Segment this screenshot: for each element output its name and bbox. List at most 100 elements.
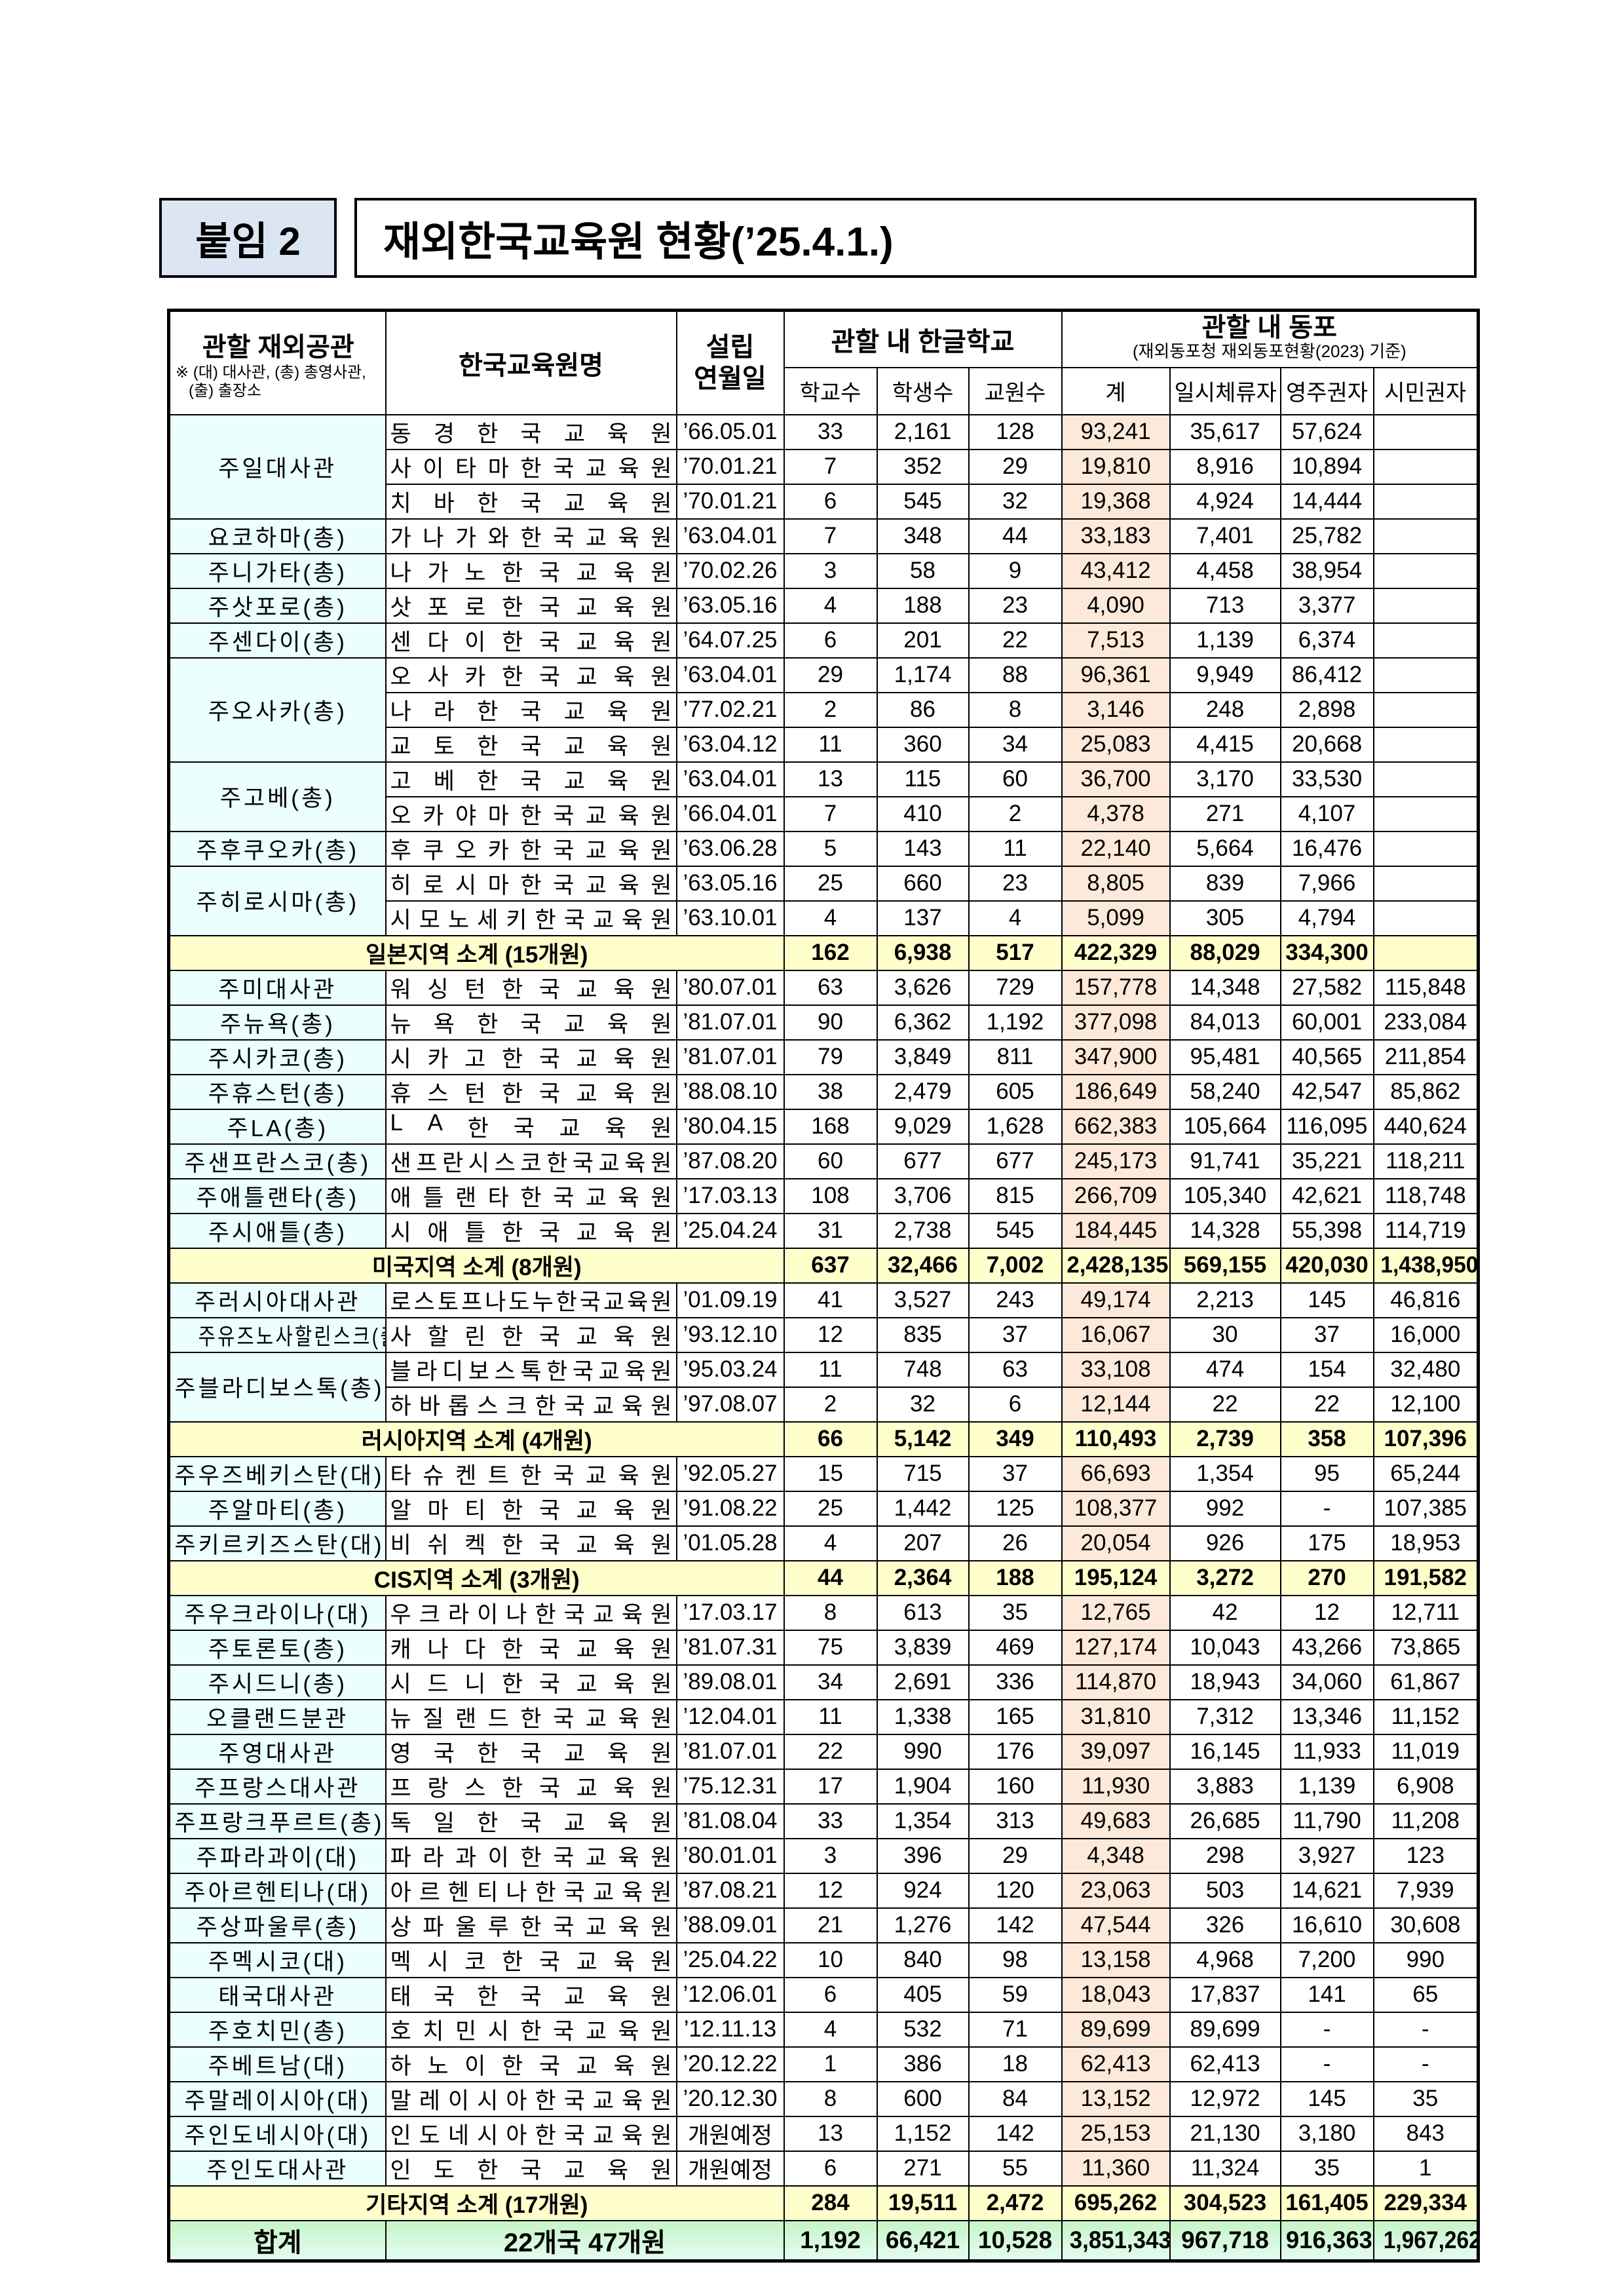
subtotal-total: 195,124	[1061, 1559, 1171, 1596]
teachers-text: 71	[1002, 2016, 1028, 2042]
teachers-text: 815	[996, 1183, 1034, 1208]
schools: 3	[783, 552, 878, 589]
students: 1,354	[876, 1803, 970, 1839]
students-text: 86	[910, 697, 935, 722]
teachers-text: 243	[996, 1287, 1034, 1312]
table-row: 오클랜드분관 뉴 질 랜 드 한 국 교 육 원 ’12.04.01 11 1,338 165 31,810…	[168, 1698, 1479, 1735]
teachers: 545	[968, 1212, 1063, 1249]
students: 715	[876, 1455, 970, 1492]
subtotal-label-text: 일본지역 소계 (15개원)	[366, 942, 588, 968]
schools-text: 6	[823, 627, 837, 653]
post-name: 주히로시마(총)	[168, 865, 387, 936]
subtotal-citizens	[1372, 934, 1479, 971]
temporary-residents-text: 8,916	[1196, 453, 1254, 479]
students: 143	[876, 830, 970, 867]
schools: 11	[783, 1698, 878, 1735]
citizens	[1372, 900, 1479, 936]
subtotal-temporary-residents: 304,523	[1169, 2185, 1281, 2221]
total-text: 25,083	[1080, 731, 1151, 757]
students: 207	[876, 1525, 970, 1561]
students-text: 410	[903, 801, 942, 826]
schools: 63	[783, 969, 878, 1006]
founded-date-text: ’63.06.28	[683, 835, 778, 861]
total-text: 11,930	[1081, 1773, 1150, 1799]
students-text: 2,161	[894, 419, 952, 444]
temporary-residents-text: 305	[1205, 905, 1245, 930]
total-text: 662,383	[1074, 1113, 1158, 1139]
permanent-residents-text: 11,933	[1293, 1738, 1361, 1764]
citizens	[1372, 726, 1479, 763]
temporary-residents-text: 271	[1205, 801, 1245, 826]
header-diaspora-note: (재외동포청 재외동포현황(2023) 기준)	[1132, 341, 1407, 361]
schools-text: 1	[823, 2051, 837, 2076]
citizens	[1372, 657, 1479, 693]
permanent-residents: 14,621	[1279, 1872, 1374, 1909]
header-temporary-residents: 일시체류자	[1169, 366, 1281, 415]
teachers: 677	[968, 1143, 1063, 1179]
citizens-text: 115,848	[1384, 974, 1466, 1000]
permanent-residents: 10,894	[1279, 448, 1374, 485]
subtotal-teachers-text: 188	[996, 1565, 1034, 1590]
teachers-text: 55	[1002, 2155, 1028, 2181]
founded-date-text: ’81.07.31	[683, 1634, 778, 1660]
table-row: 주고베(총) 고 베 한 국 교 육 원 ’63.04.01 13 115 60 36,700 3,170…	[168, 761, 1479, 832]
permanent-residents-text: -	[1323, 2051, 1331, 2076]
permanent-residents-text: -	[1323, 1495, 1331, 1521]
grand-total-label: 합계	[168, 2219, 387, 2261]
teachers: 26	[968, 1525, 1063, 1561]
subtotal-citizens-text: 229,334	[1384, 2190, 1467, 2215]
subtotal-teachers: 2,472	[968, 2185, 1063, 2221]
permanent-residents-text: 11,790	[1293, 1808, 1361, 1833]
permanent-residents: 7,966	[1279, 865, 1374, 902]
post-name: 주베트남(대)	[168, 2046, 387, 2082]
citizens-text: 16,000	[1390, 1322, 1461, 1347]
students: 660	[876, 865, 970, 902]
table-row: 하 바 롭 스 크 한 국 교 육 원 ’97.08.07 2 32 6 12,144 22 22 12,100	[169, 1386, 1479, 1423]
students-text: 396	[903, 1843, 942, 1868]
founded-date: ’77.02.21	[675, 691, 785, 728]
permanent-residents: 14,444	[1279, 483, 1374, 520]
total-text: 5,099	[1087, 905, 1144, 930]
schools-text: 7	[823, 801, 837, 826]
post-name: 오클랜드분관	[168, 1698, 387, 1735]
subtotal-row: 기타지역 소계 (17개원) 284 19,511 2,472 695,262 304,5…	[168, 2185, 1479, 2221]
temporary-residents: 14,348	[1169, 969, 1281, 1006]
header-schools-group: 관할 내 한글학교	[783, 309, 1063, 368]
subtotal-citizens-text: 1,438,950	[1380, 1252, 1478, 1278]
teachers: 6	[968, 1386, 1063, 1423]
header-total: 계	[1061, 366, 1171, 415]
temporary-residents-text: 1,354	[1196, 1461, 1254, 1486]
permanent-residents: 3,180	[1279, 2115, 1374, 2152]
subtotal-total: 422,329	[1061, 934, 1171, 971]
founded-date: ’12.06.01	[675, 1976, 785, 2013]
permanent-residents: 6,374	[1279, 622, 1374, 659]
teachers-text: 35	[1002, 1599, 1028, 1625]
founded-date: ’81.07.31	[675, 1629, 785, 1666]
post-name-text: 주히로시마(총)	[196, 890, 359, 915]
permanent-residents-text: 57,624	[1291, 419, 1363, 444]
temporary-residents: 1,139	[1169, 622, 1281, 659]
students: 115	[876, 761, 970, 797]
table-row: 요코하마(총) 가 나 가 와 한 국 교 육 원 ’63.04.01 7 348 44 33,183 7,4…	[168, 518, 1479, 554]
total: 25,153	[1061, 2115, 1171, 2152]
post-name: 주말레이시아(대)	[168, 2080, 387, 2117]
schools-text: 12	[818, 1877, 843, 1903]
temporary-residents: 3,883	[1169, 1768, 1281, 1805]
schools: 168	[783, 1108, 878, 1145]
citizens-text: 118,211	[1386, 1148, 1465, 1174]
citizens-text: 11,208	[1391, 1808, 1460, 1833]
subtotal-total-text: 110,493	[1074, 1426, 1157, 1451]
citizens: 16,000	[1372, 1316, 1479, 1353]
subtotal-schools-text: 284	[811, 2190, 850, 2215]
teachers: 128	[968, 413, 1063, 450]
founded-date-text: ’92.05.27	[683, 1461, 778, 1486]
total-text: 18,043	[1080, 1981, 1151, 2007]
